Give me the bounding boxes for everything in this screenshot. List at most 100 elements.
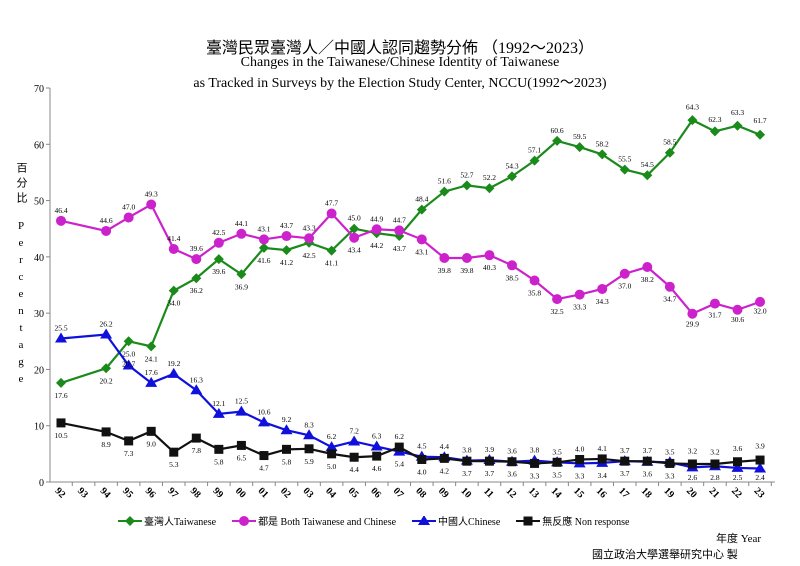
circle-marker — [371, 224, 382, 235]
square-marker — [259, 451, 269, 461]
triangle-marker — [280, 424, 293, 435]
chart-subtitle-line-1: Changes in the Taiwanese/Chinese Identit… — [240, 55, 560, 70]
triangle-marker — [754, 462, 767, 473]
x-tick-label: 06 — [368, 486, 383, 501]
circle-marker — [687, 308, 698, 319]
data-label: 59.5 — [573, 132, 586, 141]
diamond-marker — [125, 515, 135, 526]
data-label: 42.5 — [212, 228, 225, 237]
data-label: 20.2 — [100, 376, 113, 385]
x-tick-label: 04 — [323, 486, 338, 501]
diamond-marker — [236, 269, 247, 280]
triangle-marker — [235, 405, 248, 416]
triangle-marker — [100, 328, 113, 339]
circle-marker — [101, 225, 112, 236]
data-label: 43.3 — [302, 223, 315, 232]
triangle-marker — [348, 435, 361, 446]
legend: 臺灣人Taiwanese 都是 Both Taiwanese and Chines… — [118, 513, 629, 528]
series-3: 25.5 26.2 20.7 17.6 19.2 16.3 12.1 12.5 10.6 9.2 8… — [54, 320, 767, 482]
series-line — [60, 118, 761, 384]
data-label: 9.2 — [282, 415, 292, 424]
data-label: 26.2 — [100, 320, 113, 329]
x-tick-label: 11 — [481, 486, 495, 500]
x-tick-label: 07 — [391, 486, 406, 501]
data-label: 3.7 — [643, 446, 653, 455]
x-tick-label: 96 — [143, 486, 158, 501]
square-marker — [124, 436, 134, 446]
legend-swatch — [412, 515, 437, 525]
circle-marker — [236, 228, 247, 239]
data-label: 43.7 — [393, 244, 406, 253]
circle-marker — [304, 233, 315, 244]
legend-swatch — [516, 516, 541, 525]
x-tick-label: 18 — [639, 486, 654, 501]
circle-marker — [709, 298, 720, 309]
data-label: 3.6 — [507, 470, 517, 479]
data-label: 3.3 — [575, 471, 585, 480]
diamond-marker — [168, 285, 179, 296]
data-label: 49.3 — [145, 190, 158, 199]
data-label: 41.6 — [257, 256, 270, 265]
data-label: 62.3 — [708, 115, 721, 124]
data-label: 19.2 — [167, 359, 180, 368]
data-label: 4.4 — [440, 442, 450, 451]
circle-marker — [349, 232, 360, 243]
x-tick-label: 09 — [436, 486, 451, 501]
x-tick-label: 95 — [120, 486, 135, 501]
diamond-marker — [507, 171, 517, 182]
data-label: 7.2 — [349, 426, 359, 435]
data-label: 39.8 — [438, 266, 451, 275]
circle-marker — [597, 283, 608, 294]
x-tick-label: 20 — [684, 486, 699, 501]
circle-marker — [484, 250, 495, 261]
square-marker — [214, 444, 224, 454]
data-label: 41.1 — [325, 259, 338, 268]
circle-marker — [191, 254, 202, 265]
y-tick-label: 0 — [39, 478, 44, 489]
data-label: 35.8 — [528, 288, 541, 297]
triangle-marker — [303, 429, 316, 440]
circle-marker — [461, 252, 472, 263]
data-label: 3.9 — [485, 445, 495, 454]
data-label: 4.2 — [440, 466, 450, 475]
square-marker — [575, 454, 585, 464]
diamond-marker — [664, 147, 675, 158]
data-label: 39.8 — [460, 266, 473, 275]
circle-marker — [507, 260, 517, 271]
data-label: 12.1 — [212, 399, 225, 408]
data-label: 3.8 — [462, 446, 472, 455]
square-marker — [372, 451, 382, 461]
data-label: 17.6 — [145, 368, 158, 377]
data-label: 36.2 — [190, 286, 203, 295]
circle-marker — [574, 289, 585, 300]
data-label: 31.7 — [708, 310, 721, 319]
data-label: 32.5 — [551, 307, 564, 316]
square-marker — [236, 440, 246, 450]
data-label: 43.1 — [257, 224, 270, 233]
x-tick-label: 17 — [616, 486, 631, 501]
data-label: 5.3 — [169, 460, 179, 469]
circle-marker — [664, 281, 675, 292]
data-label: 3.6 — [643, 470, 653, 479]
data-label: 2.8 — [710, 473, 720, 482]
circle-marker — [123, 212, 134, 223]
square-marker — [484, 456, 494, 466]
x-tick-label: 12 — [504, 486, 519, 501]
diamond-marker — [642, 170, 653, 181]
diamond-marker — [619, 164, 630, 175]
square-marker — [462, 456, 472, 466]
triangle-marker — [418, 515, 431, 525]
y-tick-label: 70 — [34, 84, 44, 95]
data-label: 6.2 — [327, 432, 337, 441]
square-marker — [523, 516, 533, 525]
circle-marker — [552, 294, 563, 305]
data-label: 5.9 — [304, 457, 314, 466]
y-tick-label: 50 — [34, 197, 44, 208]
data-label: 3.4 — [598, 471, 608, 480]
circle-marker — [755, 296, 766, 307]
data-label: 3.8 — [530, 446, 540, 455]
square-marker — [507, 457, 517, 467]
diamond-marker — [123, 336, 134, 347]
data-label: 3.6 — [507, 447, 517, 456]
source-note: 國立政治大學選舉研究中心 製 — [592, 549, 738, 561]
